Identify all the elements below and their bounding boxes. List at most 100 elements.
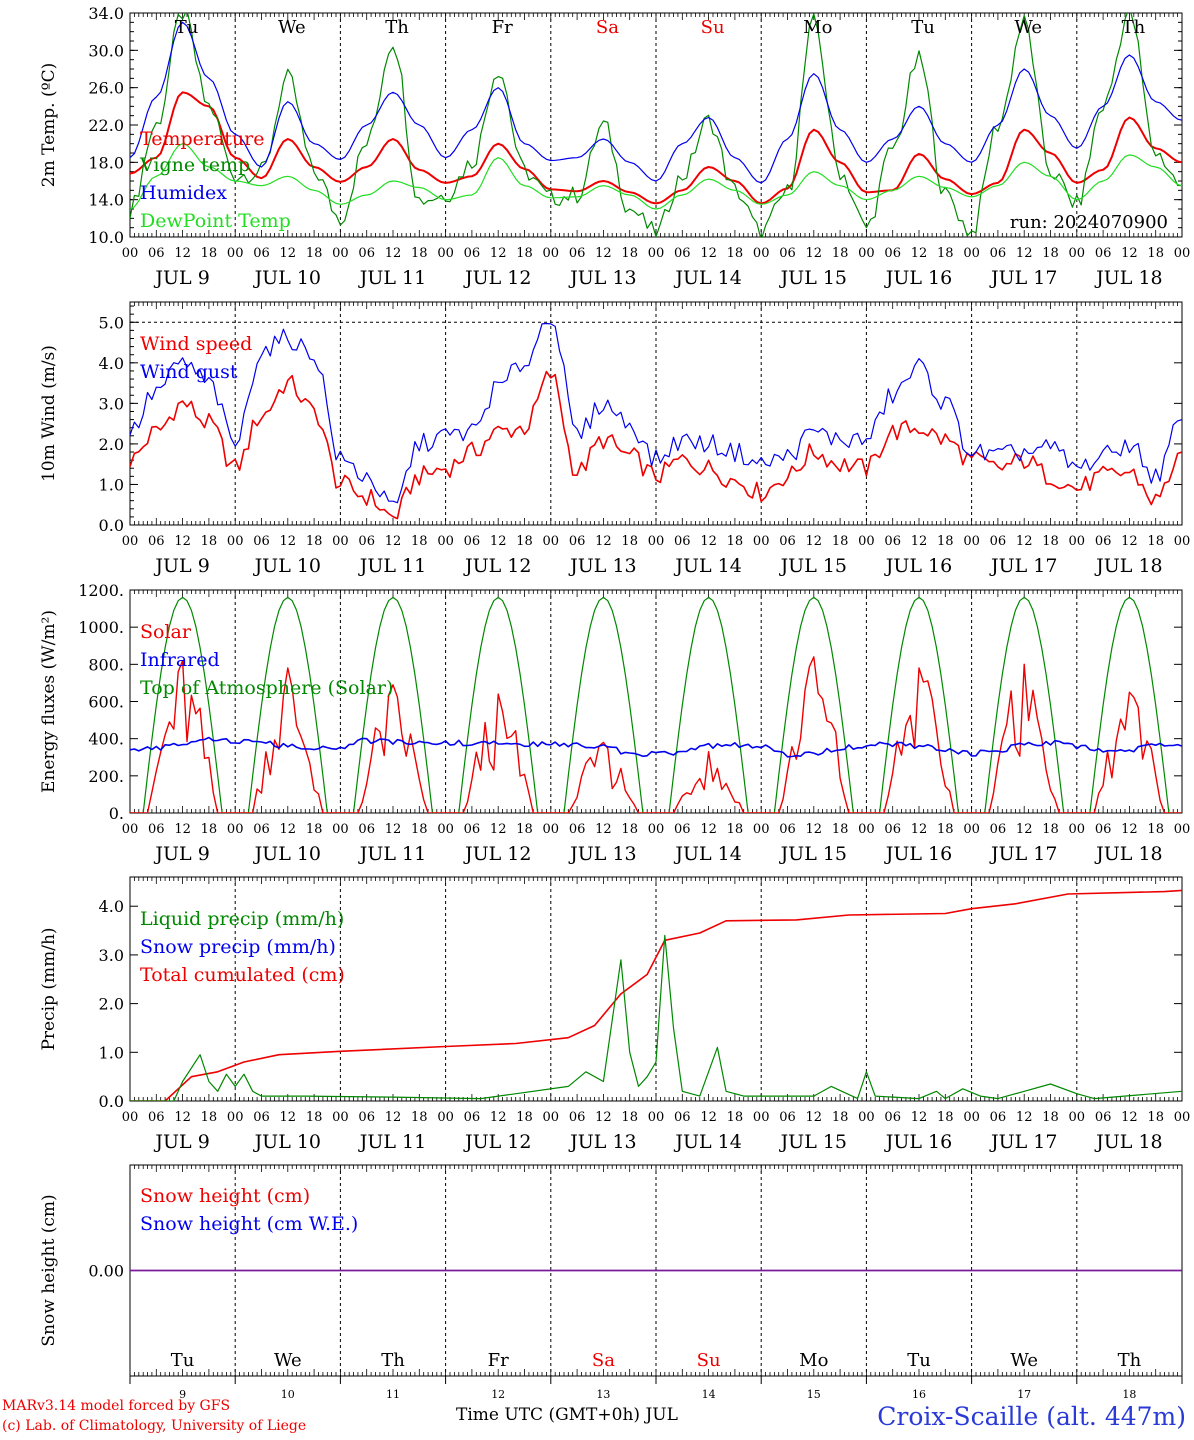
series-group — [130, 596, 1182, 813]
hour-tick-label: 00 — [858, 822, 875, 837]
hour-tick-label: 06 — [990, 534, 1007, 549]
hour-tick-label: 12 — [174, 822, 191, 837]
hour-tick-label: 06 — [569, 822, 586, 837]
y-tick-label: 10.0 — [88, 228, 124, 247]
hour-tick-label: 12 — [280, 246, 297, 261]
hour-tick-label: 12 — [806, 1110, 823, 1125]
legend-entry: Vigne temp — [139, 154, 250, 176]
day-name-label: Th — [381, 1350, 405, 1371]
legend-entry: Total cumulated (cm) — [140, 964, 345, 986]
hour-tick-label: 06 — [148, 534, 165, 549]
series-vigne-temp — [130, 13, 1182, 237]
hour-tick-label: 18 — [516, 822, 533, 837]
hour-tick-label: 18 — [621, 246, 638, 261]
date-label: JUL 10 — [253, 555, 321, 577]
date-label: JUL 12 — [463, 267, 531, 289]
hour-tick-label: 00 — [858, 1110, 875, 1125]
hour-tick-label: 12 — [1016, 534, 1033, 549]
hour-tick-label: 00 — [122, 534, 139, 549]
panel-4: 0.0 1.0 2.0 3.0 4.0 Precip (mm/h) 00 06 12 18 00 06… — [39, 876, 1190, 1153]
date-label: JUL 14 — [673, 555, 741, 577]
y-tick-label: 3.0 — [99, 394, 124, 413]
hour-tick-label: 12 — [911, 1110, 928, 1125]
y-tick-label: 14.0 — [88, 191, 124, 210]
hour-tick-label: 12 — [1121, 1110, 1138, 1125]
hour-tick-label: 12 — [1016, 822, 1033, 837]
hour-tick-label: 06 — [674, 534, 691, 549]
day-number-label: 17 — [1017, 1388, 1031, 1401]
hour-tick-label: 00 — [648, 1110, 665, 1125]
hour-tick-label: 18 — [1147, 534, 1164, 549]
day-number-label: 16 — [912, 1388, 926, 1401]
date-label: JUL 15 — [779, 267, 847, 289]
hour-tick-label: 18 — [727, 1110, 744, 1125]
credit-line-2: (c) Lab. of Climatology, University of L… — [2, 1418, 307, 1434]
hour-tick-label: 00 — [437, 822, 454, 837]
hour-tick-label: 18 — [621, 822, 638, 837]
legend-entry: Snow precip (mm/h) — [140, 936, 336, 958]
date-label: JUL 18 — [1094, 1131, 1162, 1153]
date-label: JUL 9 — [153, 1131, 209, 1153]
hour-tick-label: 18 — [727, 822, 744, 837]
hour-tick-label: 06 — [884, 246, 901, 261]
hour-tick-label: 06 — [1095, 822, 1112, 837]
hour-tick-label: 12 — [385, 246, 402, 261]
hour-tick-label: 00 — [648, 534, 665, 549]
hour-tick-label: 00 — [332, 822, 349, 837]
hour-tick-label: 00 — [858, 534, 875, 549]
hour-tick-label: 00 — [648, 246, 665, 261]
hour-tick-label: 06 — [253, 534, 270, 549]
date-label: JUL 17 — [989, 267, 1057, 289]
date-label: JUL 13 — [568, 1131, 636, 1153]
legend-entry: Wind speed — [140, 333, 252, 355]
hour-tick-label: 12 — [385, 534, 402, 549]
hour-tick-label: 06 — [358, 246, 375, 261]
y-tick-label: 2.0 — [99, 995, 124, 1014]
hour-tick-label: 12 — [700, 822, 717, 837]
hour-tick-label: 00 — [227, 534, 244, 549]
date-label: JUL 11 — [358, 555, 426, 577]
hour-tick-label: 18 — [306, 534, 323, 549]
hour-tick-label: 18 — [937, 534, 954, 549]
x-minor-ticks — [129, 590, 1183, 813]
hour-tick-label: 12 — [700, 246, 717, 261]
hour-tick-label: 06 — [569, 534, 586, 549]
hour-tick-label: 12 — [1121, 246, 1138, 261]
legend-entry: Temperature — [140, 128, 264, 150]
hour-tick-label: 06 — [569, 246, 586, 261]
series-total-cumulated-cm- — [130, 889, 1182, 1101]
hour-tick-label: 18 — [201, 822, 218, 837]
day-name-label: We — [278, 17, 306, 38]
hour-tick-label: 12 — [700, 534, 717, 549]
hour-tick-label: 12 — [911, 246, 928, 261]
hour-tick-label: 18 — [411, 1110, 428, 1125]
hour-tick-label: 00 — [963, 1110, 980, 1125]
hour-tick-label: 18 — [727, 534, 744, 549]
y-tick-label: 800. — [88, 655, 124, 674]
day-number-label: 12 — [491, 1388, 505, 1401]
date-label: JUL 18 — [1094, 267, 1162, 289]
date-label: JUL 13 — [568, 555, 636, 577]
hour-tick-label: 06 — [569, 1110, 586, 1125]
date-label: JUL 17 — [989, 843, 1057, 865]
y-tick-label: 3.0 — [99, 946, 124, 965]
hour-tick-label: 00 — [227, 246, 244, 261]
day-number-label: 10 — [281, 1388, 295, 1401]
hour-tick-label: 00 — [1174, 534, 1191, 549]
day-number-label: 9 — [179, 1388, 186, 1401]
legend-entry: Snow height (cm W.E.) — [140, 1213, 358, 1235]
hour-tick-label: 18 — [516, 534, 533, 549]
series-group — [130, 889, 1182, 1101]
hour-tick-label: 18 — [1147, 822, 1164, 837]
hour-tick-label: 12 — [595, 822, 612, 837]
panel-1: 10.0 14.0 18.0 22.0 26.0 30.0 34.0 2m Temp. (ºC… — [39, 4, 1190, 289]
hour-tick-label: 00 — [122, 822, 139, 837]
hour-tick-label: 00 — [227, 822, 244, 837]
day-name-label: Fr — [492, 17, 513, 38]
y-tick-label: 2.0 — [99, 435, 124, 454]
day-name-label: Th — [1122, 17, 1146, 38]
panel-2: 0.0 1.0 2.0 3.0 4.0 5.0 10m Wind (m/s) 00 06 12 18… — [39, 301, 1191, 577]
y-tick-label: 22.0 — [88, 116, 124, 135]
series-group — [130, 322, 1182, 520]
